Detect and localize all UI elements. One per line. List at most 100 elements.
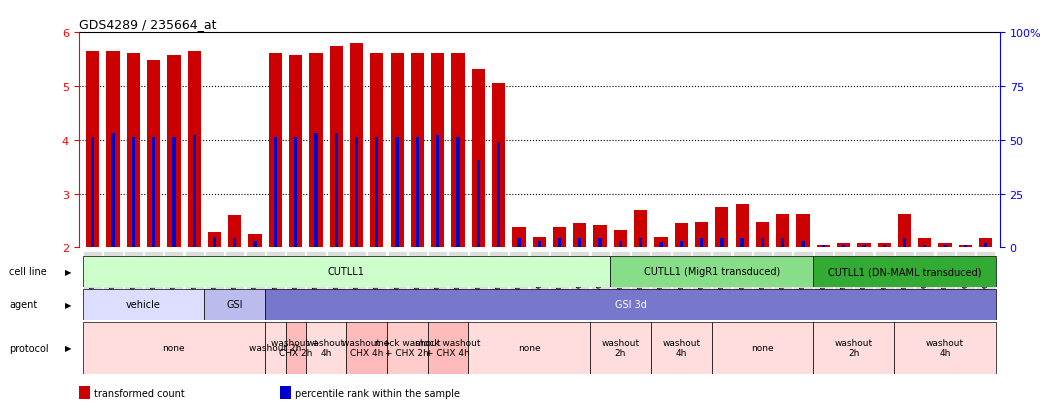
Bar: [938, 244, 952, 248]
Bar: [497, 143, 500, 248]
Bar: [979, 238, 993, 248]
Bar: [578, 238, 581, 248]
Text: washout
2h: washout 2h: [834, 338, 873, 358]
Bar: [639, 238, 642, 248]
Text: CUTLL1 (MigR1 transduced): CUTLL1 (MigR1 transduced): [644, 266, 780, 277]
Bar: [213, 237, 216, 248]
Bar: [391, 53, 404, 248]
Bar: [492, 84, 506, 248]
Bar: [695, 222, 708, 248]
Text: washout 2h: washout 2h: [249, 344, 302, 352]
Bar: [107, 52, 119, 248]
Bar: [680, 241, 683, 248]
Bar: [208, 233, 221, 248]
Bar: [314, 134, 317, 248]
Bar: [427, 322, 468, 374]
Bar: [280, 386, 291, 399]
Bar: [558, 238, 561, 248]
Bar: [431, 53, 444, 248]
Bar: [309, 53, 322, 248]
Bar: [248, 235, 262, 248]
Text: washout +
CHX 2h: washout + CHX 2h: [271, 338, 320, 358]
Bar: [918, 238, 932, 248]
Bar: [573, 224, 586, 248]
Bar: [817, 245, 830, 248]
Bar: [132, 138, 135, 248]
Bar: [776, 214, 789, 248]
Text: washout
4h: washout 4h: [307, 338, 346, 358]
Text: washout
2h: washout 2h: [601, 338, 640, 358]
Bar: [984, 244, 987, 248]
Bar: [756, 222, 770, 248]
Bar: [943, 245, 946, 248]
Bar: [801, 241, 805, 248]
Bar: [660, 242, 663, 248]
Text: ▶: ▶: [65, 300, 71, 309]
Bar: [863, 245, 866, 248]
Bar: [416, 138, 419, 248]
Text: vehicle: vehicle: [126, 299, 161, 310]
Text: none: none: [751, 344, 774, 352]
Bar: [712, 322, 814, 374]
Text: ▶: ▶: [65, 344, 71, 352]
Bar: [173, 138, 176, 248]
Bar: [898, 214, 911, 248]
Bar: [699, 238, 704, 248]
Text: GSI: GSI: [226, 299, 243, 310]
Bar: [355, 138, 358, 248]
Bar: [233, 238, 237, 248]
Bar: [963, 245, 967, 248]
Bar: [903, 238, 906, 248]
Text: cell line: cell line: [9, 266, 47, 277]
Bar: [842, 245, 845, 248]
Bar: [168, 56, 180, 248]
Bar: [111, 134, 115, 248]
Text: transformed count: transformed count: [94, 388, 185, 398]
Bar: [228, 216, 242, 248]
Bar: [451, 53, 465, 248]
Bar: [533, 237, 545, 248]
Bar: [634, 210, 647, 248]
Bar: [959, 245, 972, 248]
Bar: [654, 237, 668, 248]
Text: GSI 3d: GSI 3d: [615, 299, 646, 310]
Text: percentile rank within the sample: percentile rank within the sample: [295, 388, 461, 398]
Bar: [289, 56, 303, 248]
Bar: [894, 322, 996, 374]
Bar: [83, 322, 265, 374]
Bar: [347, 322, 387, 374]
Bar: [350, 44, 363, 248]
Text: agent: agent: [9, 299, 38, 310]
Bar: [79, 386, 90, 399]
Bar: [594, 225, 606, 248]
Text: GDS4289 / 235664_at: GDS4289 / 235664_at: [79, 17, 216, 31]
Bar: [517, 238, 520, 248]
Bar: [822, 245, 825, 248]
Bar: [476, 161, 480, 248]
Bar: [265, 322, 286, 374]
Bar: [204, 289, 265, 320]
Bar: [857, 244, 870, 248]
Bar: [761, 238, 764, 248]
Bar: [512, 228, 526, 248]
Text: CUTLL1: CUTLL1: [328, 266, 364, 277]
Text: CUTLL1 (DN-MAML transduced): CUTLL1 (DN-MAML transduced): [828, 266, 981, 277]
Bar: [553, 228, 566, 248]
Bar: [674, 224, 688, 248]
Text: none: none: [518, 344, 540, 352]
Text: ▶: ▶: [65, 267, 71, 276]
Text: none: none: [162, 344, 185, 352]
Bar: [537, 241, 541, 248]
Bar: [286, 322, 306, 374]
Bar: [472, 69, 485, 248]
Text: mock washout
+ CHX 4h: mock washout + CHX 4h: [415, 338, 481, 358]
Bar: [265, 289, 996, 320]
Bar: [610, 256, 814, 287]
Bar: [375, 138, 379, 248]
Bar: [83, 289, 204, 320]
Bar: [335, 134, 338, 248]
Bar: [468, 322, 589, 374]
Bar: [86, 52, 99, 248]
Bar: [883, 245, 886, 248]
Bar: [253, 241, 257, 248]
